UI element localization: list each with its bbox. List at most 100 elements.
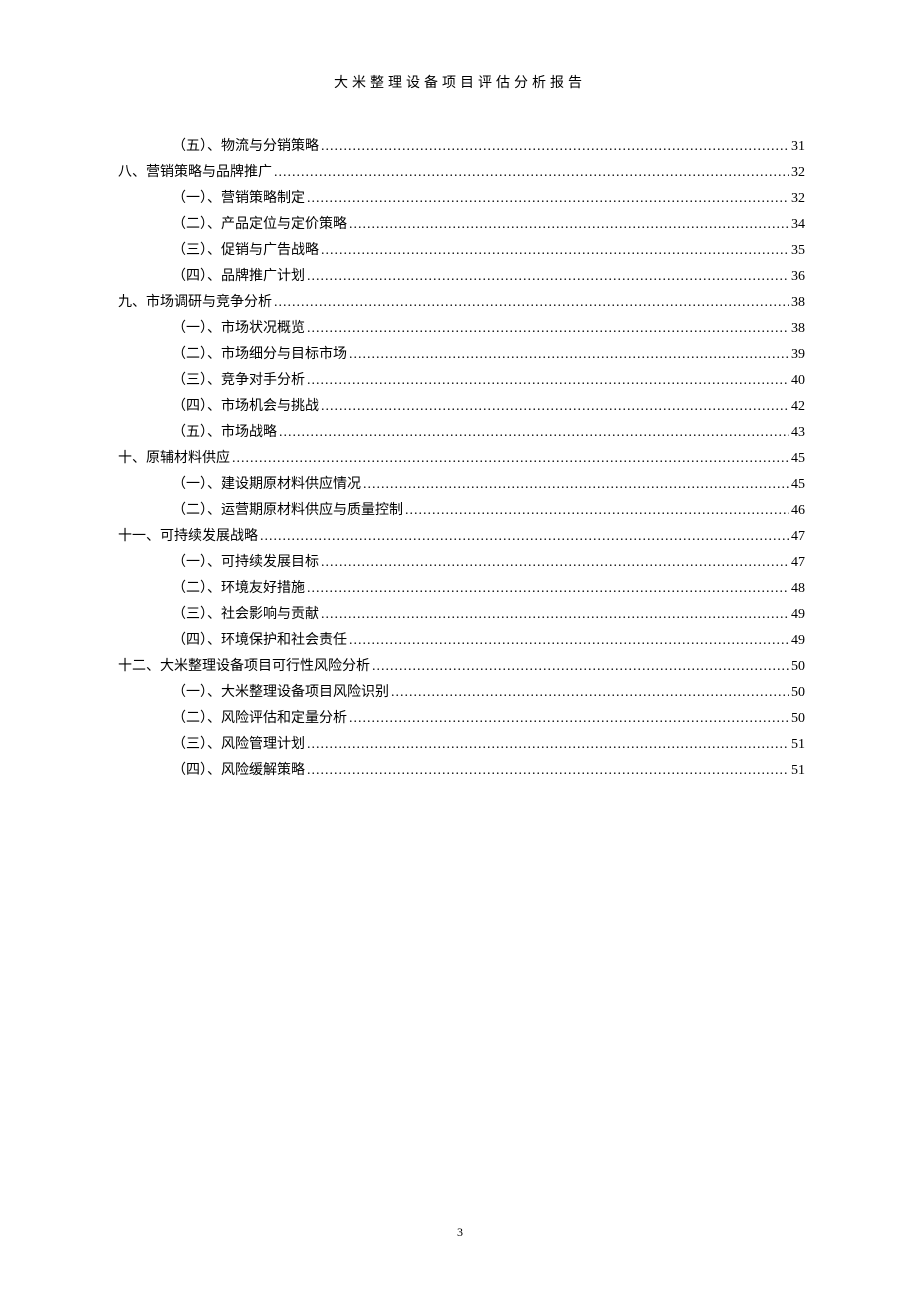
- toc-leader-dots: [321, 134, 789, 160]
- toc-entry: （二）、环境友好措施 48: [118, 576, 805, 602]
- toc-entry: （五）、市场战略 43: [118, 420, 805, 446]
- toc-entry-page: 39: [791, 342, 805, 368]
- toc-entry-label: （三）、风险管理计划: [172, 732, 305, 758]
- toc-entry: 十、原辅材料供应 45: [118, 446, 805, 472]
- toc-entry-page: 50: [791, 706, 805, 732]
- toc-entry: 九、市场调研与竞争分析 38: [118, 290, 805, 316]
- toc-entry: （三）、竞争对手分析 40: [118, 368, 805, 394]
- page-number: 3: [0, 1225, 920, 1240]
- toc-leader-dots: [391, 680, 789, 706]
- toc-entry-label: （一）、可持续发展目标: [172, 550, 319, 576]
- toc-leader-dots: [321, 394, 789, 420]
- toc-entry-page: 36: [791, 264, 805, 290]
- toc-entry: （一）、建设期原材料供应情况 45: [118, 472, 805, 498]
- toc-entry: （二）、风险评估和定量分析 50: [118, 706, 805, 732]
- toc-entry-page: 34: [791, 212, 805, 238]
- toc-leader-dots: [274, 160, 789, 186]
- toc-entry: 十二、大米整理设备项目可行性风险分析 50: [118, 654, 805, 680]
- toc-leader-dots: [363, 472, 789, 498]
- toc-entry: （四）、环境保护和社会责任 49: [118, 628, 805, 654]
- toc-entry: （一）、可持续发展目标 47: [118, 550, 805, 576]
- toc-entry-page: 42: [791, 394, 805, 420]
- toc-leader-dots: [321, 602, 789, 628]
- toc-entry: （三）、社会影响与贡献 49: [118, 602, 805, 628]
- toc-entry: （二）、市场细分与目标市场 39: [118, 342, 805, 368]
- toc-entry: （五）、物流与分销策略 31: [118, 134, 805, 160]
- toc-leader-dots: [372, 654, 789, 680]
- toc-entry-label: （二）、市场细分与目标市场: [172, 342, 347, 368]
- toc-leader-dots: [232, 446, 789, 472]
- toc-entry-page: 48: [791, 576, 805, 602]
- toc-entry-page: 47: [791, 550, 805, 576]
- toc-entry-label: （四）、风险缓解策略: [172, 758, 305, 784]
- toc-entry-page: 49: [791, 628, 805, 654]
- toc-entry-label: （一）、大米整理设备项目风险识别: [172, 680, 389, 706]
- toc-entry-page: 32: [791, 186, 805, 212]
- toc-entry-label: （三）、竞争对手分析: [172, 368, 305, 394]
- toc-entry-label: （五）、市场战略: [172, 420, 277, 446]
- toc-entry-label: 八、营销策略与品牌推广: [118, 160, 272, 186]
- toc-leader-dots: [321, 550, 789, 576]
- toc-entry-label: （一）、市场状况概览: [172, 316, 305, 342]
- toc-entry-label: （二）、运营期原材料供应与质量控制: [172, 498, 403, 524]
- toc-entry-page: 51: [791, 758, 805, 784]
- toc-entry: （四）、风险缓解策略 51: [118, 758, 805, 784]
- toc-entry-label: 十一、可持续发展战略: [118, 524, 258, 550]
- toc-leader-dots: [307, 368, 789, 394]
- toc-entry-page: 38: [791, 290, 805, 316]
- toc-leader-dots: [279, 420, 789, 446]
- toc-leader-dots: [307, 186, 789, 212]
- toc-entry-label: （四）、环境保护和社会责任: [172, 628, 347, 654]
- toc-entry-page: 38: [791, 316, 805, 342]
- toc-leader-dots: [307, 732, 789, 758]
- toc-leader-dots: [349, 342, 789, 368]
- toc-leader-dots: [349, 628, 789, 654]
- toc-entry-label: （五）、物流与分销策略: [172, 134, 319, 160]
- toc-entry-label: 九、市场调研与竞争分析: [118, 290, 272, 316]
- toc-leader-dots: [307, 264, 789, 290]
- toc-entry-label: （一）、建设期原材料供应情况: [172, 472, 361, 498]
- toc-entry-page: 40: [791, 368, 805, 394]
- toc-entry: （四）、市场机会与挑战 42: [118, 394, 805, 420]
- toc-leader-dots: [405, 498, 789, 524]
- toc-entry-page: 31: [791, 134, 805, 160]
- toc-entry-label: （三）、社会影响与贡献: [172, 602, 319, 628]
- toc-entry-page: 32: [791, 160, 805, 186]
- page-header-title: 大米整理设备项目评估分析报告: [0, 0, 920, 92]
- toc-entry-label: （四）、品牌推广计划: [172, 264, 305, 290]
- toc-entry-page: 49: [791, 602, 805, 628]
- toc-entry-page: 46: [791, 498, 805, 524]
- toc-entry-page: 35: [791, 238, 805, 264]
- toc-leader-dots: [307, 576, 789, 602]
- toc-entry: （二）、产品定位与定价策略34: [118, 212, 805, 238]
- toc-entry-label: （二）、环境友好措施: [172, 576, 305, 602]
- toc-entry-page: 51: [791, 732, 805, 758]
- toc-entry-label: 十二、大米整理设备项目可行性风险分析: [118, 654, 370, 680]
- toc-entry: （一）、大米整理设备项目风险识别 50: [118, 680, 805, 706]
- toc-entry: （三）、促销与广告战略 35: [118, 238, 805, 264]
- toc-leader-dots: [349, 706, 789, 732]
- toc-leader-dots: [307, 758, 789, 784]
- toc-leader-dots: [274, 290, 789, 316]
- toc-leader-dots: [307, 316, 789, 342]
- toc-entry-page: 50: [791, 680, 805, 706]
- toc-leader-dots: [321, 238, 789, 264]
- toc-entry-label: （四）、市场机会与挑战: [172, 394, 319, 420]
- toc-entry: （一）、营销策略制定 32: [118, 186, 805, 212]
- toc-entry: 十一、可持续发展战略47: [118, 524, 805, 550]
- toc-entry-label: （三）、促销与广告战略: [172, 238, 319, 264]
- toc-entry-page: 50: [791, 654, 805, 680]
- toc-entry: （四）、品牌推广计划 36: [118, 264, 805, 290]
- toc-entry: （一）、市场状况概览 38: [118, 316, 805, 342]
- toc-entry: （三）、风险管理计划 51: [118, 732, 805, 758]
- toc-entry-label: 十、原辅材料供应: [118, 446, 230, 472]
- toc-leader-dots: [260, 524, 789, 550]
- toc-entry-label: （二）、风险评估和定量分析: [172, 706, 347, 732]
- toc-entry-page: 45: [791, 446, 805, 472]
- toc-entry-label: （一）、营销策略制定: [172, 186, 305, 212]
- toc-entry: 八、营销策略与品牌推广 32: [118, 160, 805, 186]
- toc-entry-page: 45: [791, 472, 805, 498]
- table-of-contents: （五）、物流与分销策略31八、营销策略与品牌推广32（一）、营销策略制定32（二…: [0, 92, 920, 784]
- toc-entry: （二）、运营期原材料供应与质量控制 46: [118, 498, 805, 524]
- toc-leader-dots: [349, 212, 789, 238]
